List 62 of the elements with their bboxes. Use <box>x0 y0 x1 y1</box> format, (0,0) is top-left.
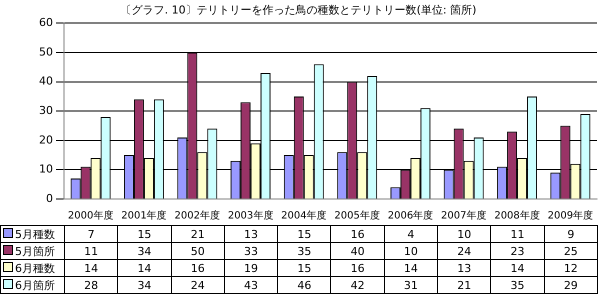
x-tick-label: 2002年度 <box>174 210 220 222</box>
data-label: 24 <box>171 276 224 294</box>
data-label: 14 <box>64 260 118 276</box>
data-label: 15 <box>278 226 331 242</box>
data-label: 10 <box>438 226 491 242</box>
data-label: 13 <box>438 260 491 276</box>
y-tick-label: 20 <box>39 133 53 146</box>
y-tick-label: 10 <box>39 162 53 176</box>
data-label: 25 <box>544 242 598 260</box>
data-label: 14 <box>118 260 172 276</box>
x-tick-label: 2008年度 <box>494 210 540 222</box>
y-tick-label: 40 <box>39 74 53 88</box>
data-label: 29 <box>544 276 598 294</box>
data-label: 9 <box>544 226 598 242</box>
data-label: 11 <box>64 242 118 260</box>
data-label: 4 <box>384 226 438 242</box>
data-label: 35 <box>278 242 331 260</box>
data-label: 14 <box>490 260 544 276</box>
x-tick-label: 2009年度 <box>548 210 594 222</box>
x-tick-label: 2004年度 <box>281 210 327 222</box>
data-label: 14 <box>384 260 438 276</box>
x-tick-label: 2003年度 <box>228 210 274 222</box>
data-label: 35 <box>490 276 544 294</box>
legend-label: 6月種数 <box>0 260 64 276</box>
legend-label: 5月種数 <box>0 226 64 242</box>
x-tick-label: 2007年度 <box>441 210 486 222</box>
data-label: 34 <box>118 242 172 260</box>
data-label: 24 <box>438 242 491 260</box>
data-label: 42 <box>330 276 384 294</box>
y-tick-label: 60 <box>39 16 53 30</box>
data-label: 21 <box>171 226 224 242</box>
data-label: 16 <box>330 226 384 242</box>
legend-label: 5月箇所 <box>0 242 64 260</box>
data-label: 31 <box>384 276 438 294</box>
data-label: 12 <box>544 260 598 276</box>
data-label: 19 <box>224 260 278 276</box>
legend-label: 6月箇所 <box>0 276 64 294</box>
chart-title: 〔グラフ. 10〕テリトリーを作った鳥の種数とテリトリー数(単位: 箇所) <box>120 3 476 16</box>
data-label: 23 <box>490 242 544 260</box>
data-label: 34 <box>118 276 172 294</box>
data-label: 15 <box>118 226 172 242</box>
data-label: 40 <box>330 242 384 260</box>
data-label: 7 <box>64 226 118 242</box>
data-label: 21 <box>438 276 491 294</box>
x-tick-label: 2000年度 <box>68 210 114 222</box>
x-tick-label: 2006年度 <box>388 210 434 222</box>
y-tick-label: 30 <box>39 104 53 117</box>
data-label: 10 <box>384 242 438 260</box>
data-label: 16 <box>330 260 384 276</box>
data-label: 33 <box>224 242 278 260</box>
data-label: 46 <box>278 276 331 294</box>
x-tick-label: 2001年度 <box>121 210 167 222</box>
data-label: 11 <box>490 226 544 242</box>
data-label: 50 <box>171 242 224 260</box>
x-tick-label: 2005年度 <box>334 210 380 222</box>
data-label: 16 <box>171 260 224 276</box>
data-label: 43 <box>224 276 278 294</box>
y-tick-label: 0 <box>46 192 53 205</box>
y-tick-label: 50 <box>39 45 53 58</box>
data-label: 15 <box>278 260 331 276</box>
data-label: 13 <box>224 226 278 242</box>
data-label: 28 <box>64 276 118 294</box>
